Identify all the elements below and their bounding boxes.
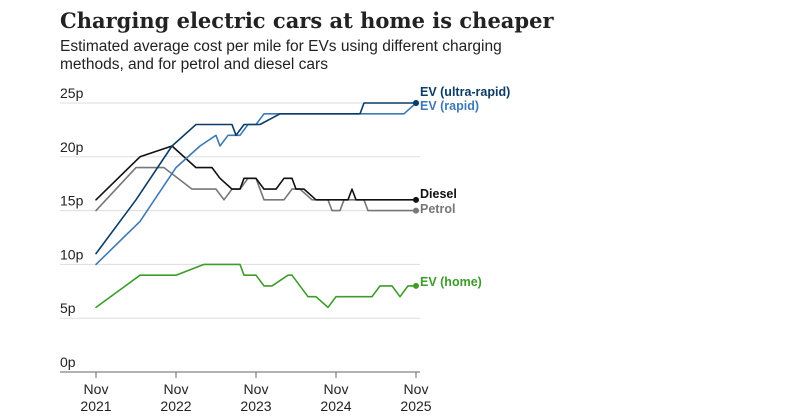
- x-tick-label: 2025: [400, 398, 431, 414]
- series-line-ev-home: [95, 263, 417, 309]
- series-label-diesel: Diesel: [420, 187, 457, 201]
- series-line-ev-rapid: [95, 102, 417, 266]
- series-lines: [95, 100, 419, 309]
- x-tick-label: 2022: [160, 398, 191, 414]
- y-tick-label: 20p: [60, 139, 84, 155]
- series-label-petrol: Petrol: [420, 202, 455, 216]
- series-label-ev-ultra-rapid: EV (ultra-rapid): [420, 85, 510, 99]
- series-line-petrol: [95, 166, 417, 212]
- x-tick-label: Nov: [164, 381, 189, 397]
- series-label-ev-home: EV (home): [420, 275, 482, 289]
- y-tick-label: 0p: [60, 354, 76, 370]
- x-tick-label: Nov: [84, 381, 109, 397]
- series-end-dot-ev-ultra-rapid: [413, 100, 419, 106]
- series-line-ev-ultra-rapid: [95, 102, 417, 255]
- series-end-dot-petrol: [413, 207, 419, 214]
- x-tick-label: 2024: [320, 398, 351, 414]
- y-tick-label: 15p: [60, 193, 84, 209]
- y-tick-label: 5p: [60, 300, 76, 316]
- y-axis-ticks: 0p 5p 10p 15p 20p 25p: [60, 85, 84, 370]
- series-label-ev-rapid: EV (rapid): [420, 99, 479, 113]
- series-end-dot-ev-home: [413, 282, 419, 289]
- gridlines: [60, 102, 420, 373]
- x-tick-label: 2021: [80, 398, 111, 414]
- y-tick-label: 25p: [60, 85, 84, 101]
- series-end-dot-diesel: [413, 196, 419, 203]
- x-tick-label: Nov: [324, 381, 349, 397]
- x-tick-label: Nov: [404, 381, 429, 397]
- chart-subtitle: Estimated average cost per mile for EVs …: [60, 38, 502, 73]
- y-tick-label: 10p: [60, 246, 84, 262]
- series-line-diesel: [95, 145, 417, 201]
- chart-title: Charging electric cars at home is cheape…: [60, 8, 554, 33]
- x-tick-label: Nov: [244, 381, 269, 397]
- x-tick-label: 2023: [240, 398, 271, 414]
